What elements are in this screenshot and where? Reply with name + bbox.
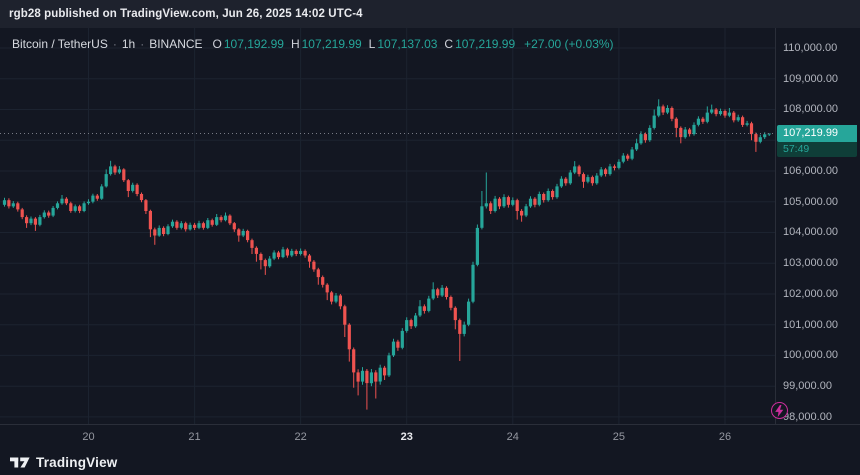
legend-change: +27.00 (+0.03%) xyxy=(524,37,614,51)
time-tick: 23 xyxy=(400,431,413,443)
exchange-name: BINANCE xyxy=(149,37,203,51)
price-tick: 104,000.00 xyxy=(783,226,839,239)
ohlc-value: 107,137.03 xyxy=(377,37,438,51)
symbol-name[interactable]: Bitcoin / TetherUS xyxy=(12,37,108,51)
time-tick: 22 xyxy=(294,431,307,443)
price-tick: 98,000.00 xyxy=(783,410,832,423)
price-tick: 99,000.00 xyxy=(783,380,832,393)
chart-svg xyxy=(0,28,775,424)
last-price-label: 107,219.99 xyxy=(777,124,857,142)
price-tick: 106,000.00 xyxy=(783,164,839,177)
interval-label: 1h xyxy=(121,37,136,51)
price-tick: 103,000.00 xyxy=(783,257,839,270)
ohlc-values: O 107,192.99 H 107,219.99 L 107,137.03 C 107,21… xyxy=(213,37,523,51)
lightning-icon xyxy=(775,404,784,417)
time-tick: 21 xyxy=(188,431,201,443)
ohlc-value: 107,219.99 xyxy=(301,37,362,51)
price-axis[interactable]: 107,219.99 57:49 110,000.00 109,000.00 108… xyxy=(775,28,860,424)
brand-text: TradingView xyxy=(36,454,118,470)
price-tick: 105,000.00 xyxy=(783,195,839,208)
ohlc-key: H xyxy=(290,37,300,51)
price-tick: 100,000.00 xyxy=(783,349,839,362)
time-tick: 26 xyxy=(718,431,732,443)
ohlc-value: 107,219.99 xyxy=(455,37,516,51)
time-tick: 25 xyxy=(612,431,625,443)
attribution-text: rgb28 published on TradingView.com, Jun … xyxy=(9,8,363,20)
price-tick: 102,000.00 xyxy=(783,287,839,300)
time-tick: 24 xyxy=(506,431,519,443)
ohlc-key: C xyxy=(444,37,454,51)
ohlc-key: O xyxy=(212,37,222,51)
boost-button[interactable] xyxy=(771,402,788,419)
ohlc-value: 107,192.99 xyxy=(223,37,284,51)
price-tick: 101,000.00 xyxy=(783,318,839,331)
ohlc-key: L xyxy=(368,37,376,51)
tradingview-mark-icon xyxy=(10,457,30,468)
time-axis[interactable]: 20 21 22 23 24 25 26 xyxy=(0,424,860,450)
attribution-bar: rgb28 published on TradingView.com, Jun … xyxy=(0,0,860,28)
symbol-legend: Bitcoin / TetherUS · 1h · BINANCE O 107,1… xyxy=(12,37,614,51)
tradingview-logo[interactable]: TradingView xyxy=(10,452,117,472)
legend-separator: · xyxy=(112,37,117,51)
time-tick: 20 xyxy=(82,431,95,443)
price-tick: 108,000.00 xyxy=(783,103,839,116)
legend-separator: · xyxy=(140,37,145,51)
chart-plot[interactable] xyxy=(0,28,775,424)
price-tick: 109,000.00 xyxy=(783,72,839,85)
price-tick: 110,000.00 xyxy=(783,42,838,54)
countdown-label: 57:49 xyxy=(777,141,857,157)
